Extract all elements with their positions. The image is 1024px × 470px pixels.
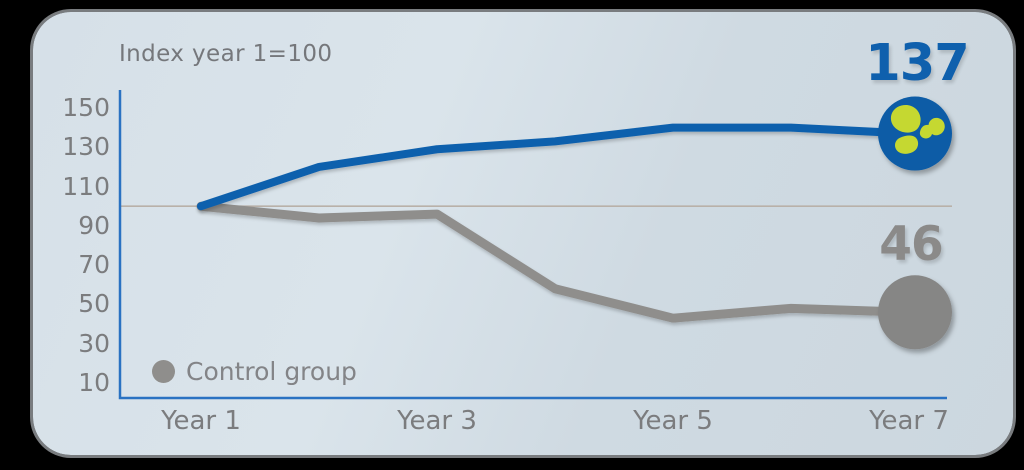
legend: Control group xyxy=(152,356,357,386)
y-tick-label: 10 xyxy=(78,368,110,397)
propeller-blade xyxy=(919,117,945,139)
control-end-value-label: 46 xyxy=(879,217,943,272)
y-tick-label: 50 xyxy=(78,289,110,319)
treatment-end-value-label: 137 xyxy=(865,34,969,93)
y-tick-label: 70 xyxy=(78,250,110,280)
x-axis-label: Year 5 xyxy=(633,406,713,436)
control-end-marker xyxy=(878,275,952,350)
chart-title: Index year 1=100 xyxy=(119,41,333,67)
y-tick-label: 150 xyxy=(62,93,110,122)
control-legend-dot-icon xyxy=(152,359,175,383)
x-axis-label: Year 1 xyxy=(161,406,241,436)
axis-lines xyxy=(118,90,947,400)
x-axis-label: Year 7 xyxy=(869,406,949,436)
x-axis-label: Year 3 xyxy=(397,406,477,436)
propeller-blade xyxy=(895,135,919,154)
y-tick-label: 130 xyxy=(62,132,110,162)
y-tick-label: 110 xyxy=(62,171,110,201)
y-tick-label: 30 xyxy=(78,328,110,358)
control-legend-label: Control group xyxy=(186,356,357,386)
treatment-line xyxy=(197,123,913,211)
y-tick-label: 90 xyxy=(78,210,110,240)
chart-card xyxy=(33,12,1013,455)
control-group-line xyxy=(196,201,914,323)
propeller-icon xyxy=(890,105,945,154)
propeller-blade xyxy=(890,105,921,133)
